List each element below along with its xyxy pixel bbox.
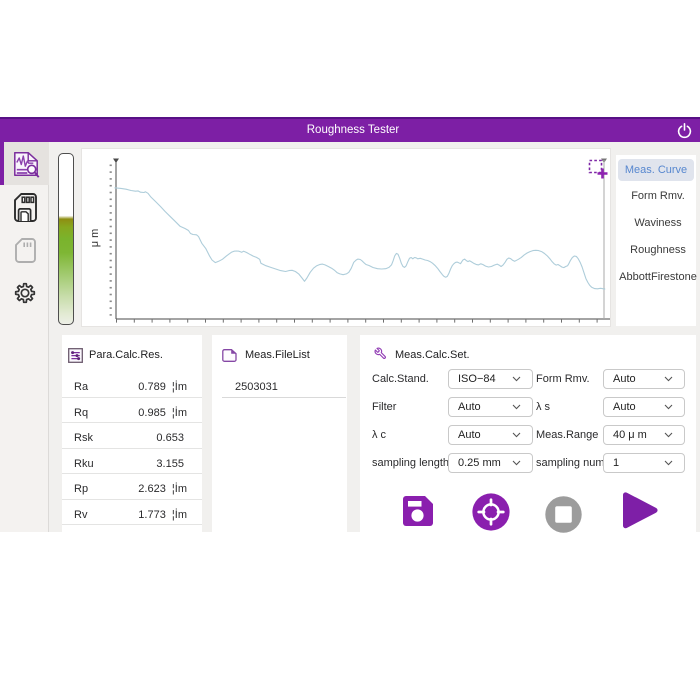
svg-text:μ m: μ m — [89, 229, 101, 248]
